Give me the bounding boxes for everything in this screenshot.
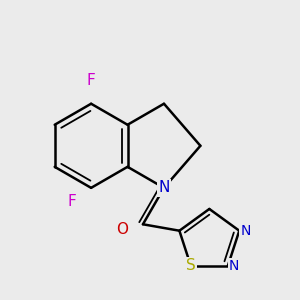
Text: N: N [240, 224, 251, 238]
Text: F: F [87, 73, 95, 88]
Text: O: O [117, 222, 129, 237]
Text: N: N [158, 180, 170, 195]
Text: S: S [186, 258, 196, 273]
Text: N: N [229, 259, 239, 273]
Text: F: F [68, 194, 76, 209]
